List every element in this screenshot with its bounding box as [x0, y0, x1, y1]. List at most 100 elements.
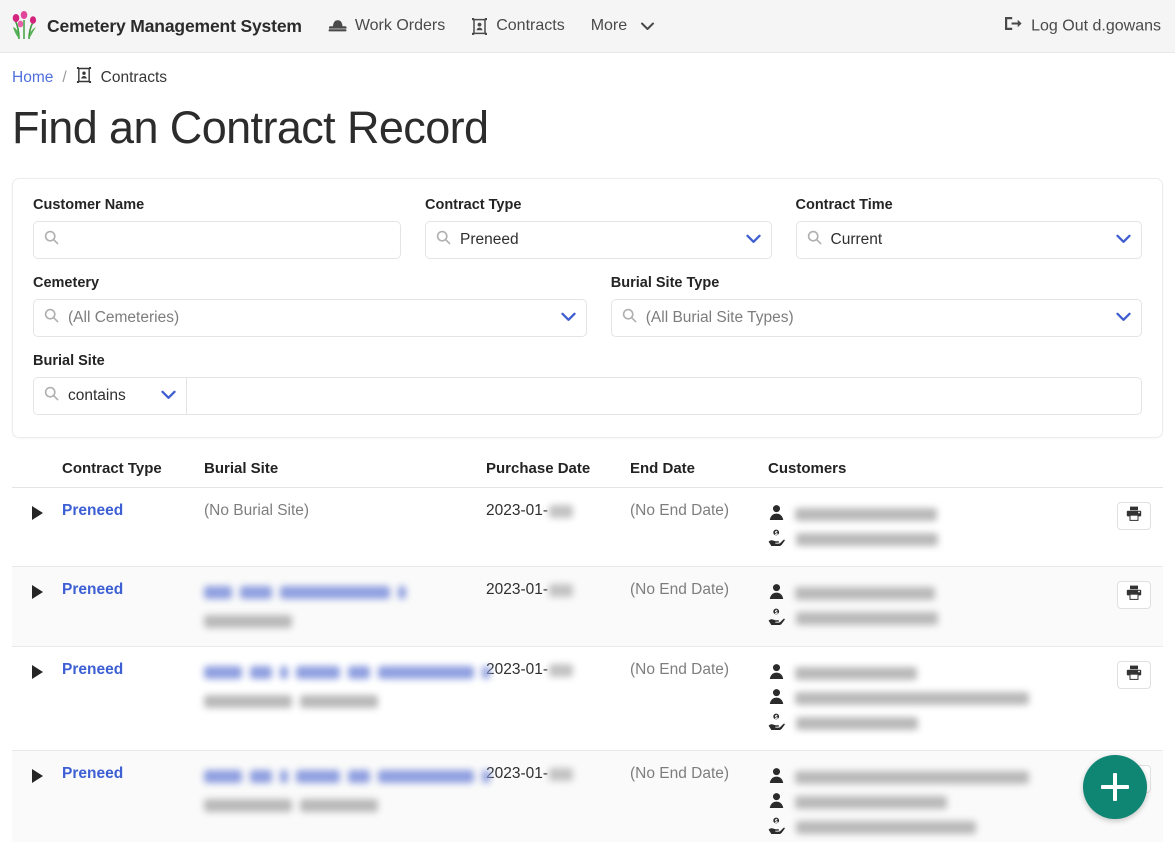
logout-label: Log Out d.gowans	[1031, 17, 1161, 34]
logout-button[interactable]: Log Out d.gowans	[1004, 16, 1161, 37]
redacted-text	[204, 796, 378, 813]
cemetery-select[interactable]: (All Cemeteries)	[33, 299, 587, 338]
label-burial-site-type: Burial Site Type	[610, 275, 720, 292]
redacted-customer-name	[795, 771, 1029, 785]
table-row[interactable]: Preneed 2023-01- (No End Date)	[12, 567, 1163, 648]
contract-type-link[interactable]: Preneed	[62, 661, 124, 679]
contract-time-select[interactable]: Current	[795, 221, 1143, 260]
table-row[interactable]: Preneed (No Burial Site) 2023-01- (No End D…	[12, 488, 1163, 568]
redacted-customer-name	[796, 533, 938, 547]
burial-site-type-select[interactable]: (All Burial Site Types)	[610, 299, 1142, 338]
customer-entry[interactable]	[768, 581, 1093, 606]
customer-name-input[interactable]	[33, 221, 401, 260]
chevron-down-icon[interactable]	[745, 231, 761, 249]
burial-site-text: (No Burial Site)	[204, 502, 310, 520]
col-purchase-date: Purchase Date	[486, 460, 591, 478]
chevron-down-icon[interactable]	[1116, 231, 1131, 249]
chevron-down-icon[interactable]	[1116, 309, 1131, 327]
logout-icon	[1004, 16, 1022, 37]
cell-end-date: (No End Date)	[630, 661, 768, 679]
expand-row-cell	[12, 661, 62, 680]
person-icon	[768, 688, 785, 710]
chevron-down-icon	[641, 22, 655, 31]
label-contract-type: Contract Type	[424, 197, 522, 214]
burial-site-operator-select[interactable]: contains	[33, 377, 186, 416]
nav-label-contracts: Contracts	[496, 17, 565, 34]
contract-type-link[interactable]: Preneed	[62, 502, 124, 520]
brand[interactable]: Cemetery Management System	[12, 11, 302, 41]
hand-dollar-icon	[768, 529, 786, 551]
hand-dollar-icon	[768, 817, 786, 839]
expand-row-caret-icon[interactable]	[32, 665, 43, 680]
col-end-date: End Date	[630, 460, 696, 478]
brand-title: Cemetery Management System	[47, 15, 302, 36]
hand-dollar-icon	[768, 713, 786, 735]
nav-item-contracts[interactable]: Contracts	[471, 17, 565, 35]
nav-item-work-orders[interactable]: Work Orders	[328, 17, 445, 35]
printer-icon	[1126, 665, 1142, 685]
field-contract-type: Contract Type Preneed	[424, 197, 772, 260]
print-button[interactable]	[1117, 502, 1151, 531]
customer-entry[interactable]	[768, 711, 1093, 736]
person-icon	[768, 663, 785, 685]
field-contract-time: Contract Time Current	[795, 197, 1143, 260]
customer-entry[interactable]	[768, 606, 1093, 631]
end-date-text: (No End Date)	[630, 502, 730, 520]
redacted-customer-name	[795, 508, 937, 522]
cell-end-date: (No End Date)	[630, 581, 768, 599]
cell-end-date: (No End Date)	[630, 502, 768, 520]
hard-hat-icon	[328, 19, 347, 34]
cell-burial-site[interactable]	[204, 765, 490, 816]
burial-site-type-value: (All Burial Site Types)	[645, 309, 794, 327]
redacted-customer-name	[796, 821, 976, 835]
redacted-date	[549, 583, 574, 597]
contract-type-link[interactable]: Preneed	[62, 765, 124, 783]
cell-burial-site[interactable]: (No Burial Site)	[204, 502, 486, 520]
expand-row-caret-icon[interactable]	[32, 585, 43, 600]
redacted-customer-name	[795, 692, 1029, 706]
add-record-fab[interactable]	[1083, 755, 1147, 819]
expand-row-caret-icon[interactable]	[32, 769, 43, 784]
customer-entry[interactable]	[768, 527, 1093, 552]
end-date-text: (No End Date)	[630, 581, 730, 599]
burial-site-filter-group: contains	[33, 377, 1142, 416]
customer-entry[interactable]	[768, 790, 1093, 815]
cell-burial-site[interactable]	[204, 661, 490, 712]
table-row[interactable]: Preneed 2023-01- (No End Date)	[12, 751, 1163, 842]
person-icon	[768, 504, 785, 526]
redacted-text	[204, 767, 490, 784]
top-navbar: Cemetery Management System Work Orders C…	[0, 0, 1175, 53]
customer-entry[interactable]	[768, 765, 1093, 790]
cell-purchase-date: 2023-01-	[486, 661, 630, 679]
cell-burial-site[interactable]	[204, 581, 486, 632]
customer-entry[interactable]	[768, 661, 1093, 686]
redacted-text	[204, 583, 406, 600]
customer-entry[interactable]	[768, 502, 1093, 527]
contract-type-select[interactable]: Preneed	[424, 221, 772, 260]
table-row[interactable]: Preneed 2023-01- (No End Date)	[12, 647, 1163, 752]
print-button[interactable]	[1117, 581, 1151, 610]
cell-contract-type: Preneed	[62, 765, 204, 783]
person-icon	[768, 792, 785, 814]
print-button[interactable]	[1117, 661, 1151, 690]
results-table-header: Contract Type Burial Site Purchase Date …	[12, 460, 1163, 489]
person-icon	[768, 767, 785, 789]
chevron-down-icon[interactable]	[561, 309, 576, 327]
nav-item-more[interactable]: More	[591, 17, 655, 35]
chevron-down-icon[interactable]	[161, 387, 176, 405]
redacted-date	[549, 767, 574, 781]
printer-icon	[1126, 585, 1142, 605]
field-cemetery: Cemetery (All Cemeteries)	[33, 275, 587, 338]
end-date-text: (No End Date)	[630, 661, 730, 679]
label-cemetery: Cemetery	[33, 275, 100, 292]
burial-site-input[interactable]	[186, 377, 1142, 416]
customer-entry[interactable]	[768, 815, 1093, 840]
cell-contract-type: Preneed	[62, 661, 204, 679]
purchase-date-text: 2023-01-	[486, 502, 549, 520]
breadcrumb-home-link[interactable]: Home	[12, 68, 54, 86]
search-icon	[44, 230, 59, 250]
expand-row-caret-icon[interactable]	[32, 506, 43, 521]
customer-entry[interactable]	[768, 686, 1093, 711]
contract-type-link[interactable]: Preneed	[62, 581, 124, 599]
label-customer-name: Customer Name	[33, 197, 145, 214]
